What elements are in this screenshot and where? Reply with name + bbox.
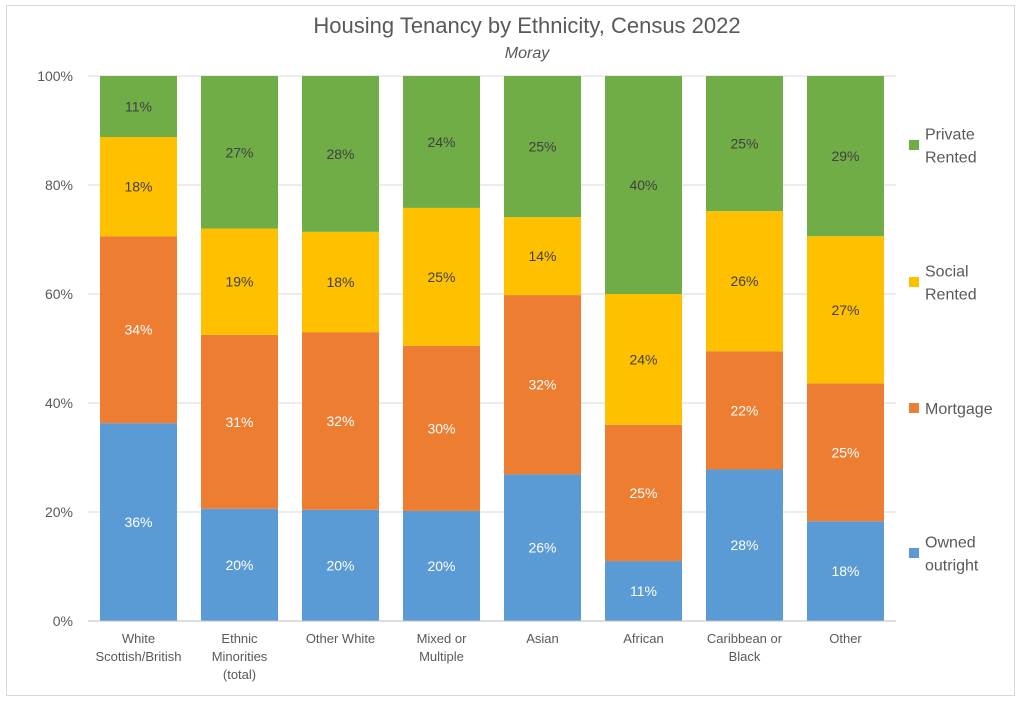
data-label: 19% (225, 274, 253, 290)
data-label: 32% (326, 413, 354, 429)
data-label: 18% (124, 179, 152, 195)
bar-segment (100, 76, 177, 138)
data-label: 11% (630, 583, 657, 599)
data-label: 20% (225, 557, 253, 573)
bar-segment (302, 509, 379, 621)
y-tick-label: 20% (45, 504, 73, 520)
data-label: 36% (124, 514, 152, 530)
bar-segment (706, 211, 783, 352)
bar-segment (504, 76, 581, 218)
x-tick-label: Mixed or Multiple (417, 631, 468, 664)
data-label: 25% (629, 485, 657, 501)
data-label: 29% (831, 148, 859, 164)
y-tick-label: 0% (53, 613, 73, 629)
y-tick-label: 40% (45, 395, 73, 411)
data-label: 25% (427, 269, 455, 285)
x-tick-label: Other (829, 631, 862, 646)
data-label: 25% (831, 444, 859, 460)
legend-label: Private Rented (925, 127, 977, 167)
x-tick-label: African (623, 631, 663, 646)
bar-segment (201, 508, 278, 621)
bar-segment (201, 228, 278, 335)
legend-label: Mortgage (925, 401, 993, 418)
bar-segment (706, 469, 783, 621)
data-label: 28% (326, 146, 354, 162)
bar-segment (403, 76, 480, 208)
bar-segment (403, 207, 480, 346)
data-label: 18% (326, 274, 354, 290)
data-label: 30% (427, 420, 455, 436)
legend-swatch (909, 403, 919, 413)
bar-segment (302, 231, 379, 333)
legend-item: Mortgage (909, 401, 993, 418)
bar-segment (302, 76, 379, 232)
axes: 0% 20% 40% 60% 80% 100% White Scottish/British E… (37, 68, 896, 682)
y-tick-label: 100% (37, 68, 73, 84)
legend-swatch (909, 548, 919, 558)
data-label: 22% (730, 402, 758, 418)
bar-segment (504, 474, 581, 621)
data-label: 26% (730, 273, 758, 289)
x-tick-label: White Scottish/British (96, 631, 182, 664)
legend-swatch (909, 140, 919, 150)
bar-segment (807, 383, 884, 522)
bar-segment (100, 137, 177, 237)
bar-segment (302, 332, 379, 510)
bar-segment (100, 236, 177, 424)
bar-segment (706, 351, 783, 470)
bar-segment (403, 510, 480, 621)
legend-item: Private Rented (909, 127, 977, 167)
bar-segment (807, 236, 884, 384)
data-label: 25% (528, 139, 556, 155)
data-label: 28% (730, 537, 758, 553)
legend-label: Owned outright (925, 535, 979, 575)
bar-segment (201, 334, 278, 509)
data-label: 25% (730, 136, 758, 152)
x-tick-label: Other White (306, 631, 375, 646)
bars: 36% 34% 18% 11% 20% 31% 19% 27% 20% 32% 18% 28% 20% 3… (100, 76, 884, 621)
data-label: 27% (225, 144, 253, 160)
data-label: 11% (125, 99, 152, 115)
bar-segment (605, 561, 682, 621)
bar-segment (807, 76, 884, 237)
chart-title: Housing Tenancy by Ethnicity, Census 202… (313, 13, 741, 38)
bar-segment (605, 76, 682, 294)
y-tick-label: 80% (45, 177, 73, 193)
chart-subtitle: Moray (504, 45, 550, 62)
data-label: 34% (124, 322, 152, 338)
data-label: 40% (629, 177, 657, 193)
data-label: 32% (528, 377, 556, 393)
bar-segment (100, 423, 177, 621)
legend-item: Social Rented (909, 264, 977, 304)
data-label: 31% (225, 414, 253, 430)
data-label: 24% (629, 351, 657, 367)
x-tick-label: Caribbean or Black (707, 631, 783, 664)
bar-segment (403, 345, 480, 511)
bar-segment (807, 521, 884, 621)
legend-item: Owned outright (909, 535, 979, 575)
bar-segment (504, 217, 581, 296)
x-tick-label: Asian (526, 631, 559, 646)
bar-segment (201, 76, 278, 229)
bar-segment (605, 424, 682, 562)
data-label: 27% (831, 302, 859, 318)
data-label: 20% (427, 558, 455, 574)
data-label: 26% (528, 540, 556, 556)
bar-segment (504, 295, 581, 475)
x-tick-label: Ethnic Minorities (total) (212, 631, 268, 682)
data-label: 20% (326, 557, 354, 573)
data-label: 18% (831, 563, 859, 579)
y-tick-label: 60% (45, 286, 73, 302)
legend: Private Rented Social Rented Mortgage Owned ou… (909, 127, 993, 575)
legend-swatch (909, 277, 919, 287)
bar-segment (605, 294, 682, 425)
bar-segment (706, 76, 783, 212)
data-label: 14% (528, 248, 556, 264)
legend-label: Social Rented (925, 264, 977, 304)
data-label: 24% (427, 134, 455, 150)
